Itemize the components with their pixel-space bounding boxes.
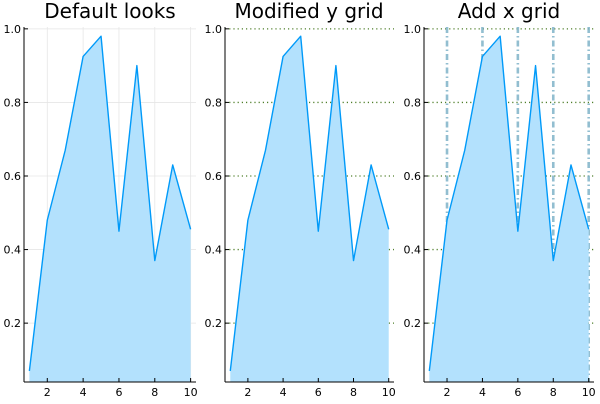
x-tick-label: 8 [550, 386, 557, 399]
x-tick-label: 8 [350, 386, 357, 399]
x-tick-label: 6 [514, 386, 521, 399]
y-tick-label: 0.2 [4, 317, 22, 330]
panel-title: Modified y grid [234, 0, 383, 23]
panel-title: Default looks [44, 0, 175, 23]
x-tick-label: 10 [382, 386, 396, 399]
x-tick-label: 2 [244, 386, 251, 399]
y-tick-label: 0.6 [205, 170, 223, 183]
y-tick-label: 0.8 [404, 96, 422, 109]
x-tick-label: 6 [115, 386, 122, 399]
y-tick-label: 0.4 [4, 244, 22, 257]
x-tick-label: 6 [315, 386, 322, 399]
y-tick-label: 0.4 [404, 244, 422, 257]
y-tick-label: 0.8 [4, 96, 22, 109]
y-tick-label: 0.2 [205, 317, 223, 330]
y-tick-label: 1.0 [404, 23, 422, 36]
x-tick-label: 4 [479, 386, 486, 399]
y-tick-label: 0.8 [205, 96, 223, 109]
panel-title: Add x grid [458, 0, 560, 23]
y-tick-label: 0.6 [4, 170, 22, 183]
y-tick-label: 0.6 [404, 170, 422, 183]
x-tick-label: 4 [80, 386, 87, 399]
x-tick-label: 10 [582, 386, 596, 399]
y-tick-label: 1.0 [205, 23, 223, 36]
x-tick-label: 2 [444, 386, 451, 399]
x-tick-label: 4 [280, 386, 287, 399]
x-tick-label: 8 [151, 386, 158, 399]
x-tick-label: 2 [44, 386, 51, 399]
y-tick-label: 1.0 [4, 23, 22, 36]
y-tick-label: 0.4 [205, 244, 223, 257]
y-tick-label: 0.2 [404, 317, 422, 330]
x-tick-label: 10 [184, 386, 198, 399]
